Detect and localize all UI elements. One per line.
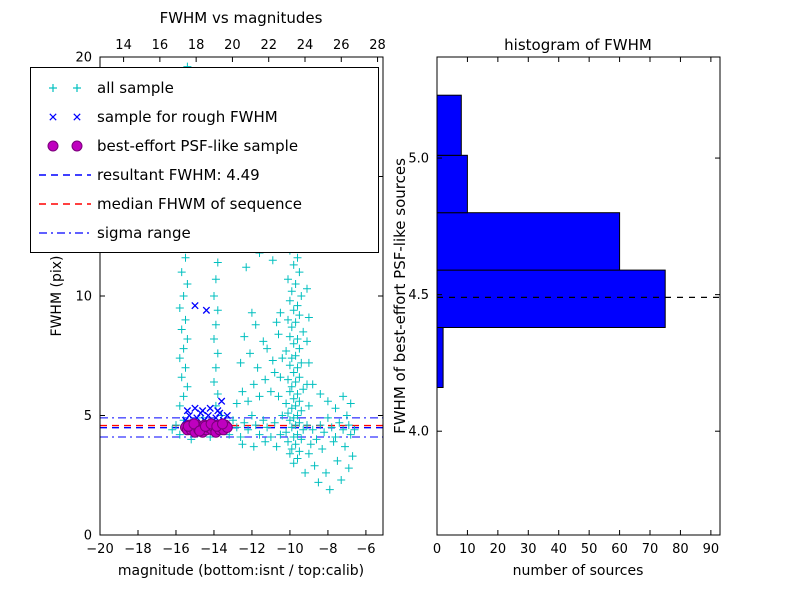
x-marker-icon	[37, 107, 93, 127]
legend-label: sigma range	[97, 223, 191, 242]
left-xtick-label: −8	[318, 542, 337, 557]
dashed-line-icon	[37, 165, 93, 185]
circle-marker-icon	[37, 136, 93, 156]
left-top-xtick-label: 28	[369, 38, 386, 53]
left-xtick-label: −16	[162, 542, 189, 557]
series-rough-fwhm-sample	[181, 301, 231, 429]
legend-label: best-effort PSF-like sample	[97, 136, 299, 155]
right-xtick-label: 80	[672, 542, 689, 557]
left-plot-title: FWHM vs magnitudes	[159, 9, 323, 27]
right-xtick-label: 0	[433, 542, 441, 557]
left-ytick-label: 5	[84, 409, 92, 424]
left-xtick-label: −6	[356, 542, 375, 557]
right-xtick-label: 90	[703, 542, 720, 557]
right-ytick-label: 5.0	[408, 152, 429, 167]
right-xtick-label: 40	[550, 542, 567, 557]
left-xtick-label: −14	[200, 542, 227, 557]
right-xtick-label: 20	[490, 542, 507, 557]
legend-label: resultant FWHM: 4.49	[97, 165, 260, 184]
hist-bar	[436, 269, 666, 329]
right-plot-border	[436, 56, 721, 536]
left-plot: 05101520−20−18−16−14−12−10−8−61416182022…	[75, 38, 385, 557]
legend-label: sample for rough FWHM	[97, 107, 278, 126]
legend-label: median FHWM of sequence	[97, 194, 302, 213]
left-top-xtick-label: 14	[115, 38, 132, 53]
left-ytick-label: 0	[84, 529, 92, 544]
left-plot-border	[99, 56, 384, 536]
right-ytick-label: 4.5	[408, 288, 429, 303]
series-psf-like-sample	[180, 418, 233, 438]
hist-bar	[436, 212, 621, 271]
right-xtick-label: 50	[581, 542, 598, 557]
right-plot-title: histogram of FWHM	[504, 36, 652, 54]
legend-item-psf-like-sample: best-effort PSF-like sample	[31, 131, 378, 160]
legend-item-median-fhwm: median FHWM of sequence	[31, 189, 378, 218]
right-ytick-label: 4.0	[408, 425, 429, 440]
left-xtick-label: −18	[124, 542, 151, 557]
legend-label: all sample	[97, 78, 174, 97]
right-xtick-label: 30	[520, 542, 537, 557]
left-xtick-label: −10	[276, 542, 303, 557]
right-xtick-label: 10	[459, 542, 476, 557]
left-xtick-label: −12	[238, 542, 265, 557]
left-ytick-label: 20	[75, 51, 92, 66]
left-yaxis-label: FWHM (pix)	[49, 255, 65, 337]
left-top-xtick-label: 20	[224, 38, 241, 53]
hist-bar	[436, 326, 444, 388]
left-top-xtick-label: 22	[260, 38, 277, 53]
plus-marker-icon	[37, 78, 93, 98]
legend: all sample sample for rough FWHM best-ef…	[30, 67, 379, 253]
left-xaxis-label: magnitude (bottom:isnt / top:calib)	[117, 563, 365, 579]
dashdot-line-icon	[37, 223, 93, 243]
left-top-xtick-label: 16	[152, 38, 169, 53]
left-ytick-label: 10	[75, 290, 92, 305]
legend-item-sigma-range: sigma range	[31, 218, 378, 247]
hist-bar	[436, 94, 462, 156]
left-xtick-label: −20	[86, 542, 113, 557]
dashed-line-icon	[37, 194, 93, 214]
right-xtick-label: 70	[642, 542, 659, 557]
legend-item-rough-fwhm-sample: sample for rough FWHM	[31, 102, 378, 131]
data-point-circle	[188, 418, 200, 430]
right-xtick-label: 60	[611, 542, 628, 557]
legend-item-resultant-fwhm: resultant FWHM: 4.49	[31, 160, 378, 189]
left-top-xtick-label: 26	[333, 38, 350, 53]
right-plot: 0 10 20 30 40 50 60 70 80 90 4.0 4.5 5.0	[408, 56, 721, 557]
right-yaxis-label: FWHM of best-effort PSF-like sources	[391, 158, 409, 434]
left-top-xtick-label: 18	[188, 38, 205, 53]
hist-bar	[436, 154, 468, 214]
legend-item-all-sample: all sample	[31, 73, 378, 102]
left-top-xtick-label: 24	[297, 38, 314, 53]
data-point-circle	[217, 418, 228, 430]
right-xaxis-label: number of sources	[512, 563, 644, 579]
